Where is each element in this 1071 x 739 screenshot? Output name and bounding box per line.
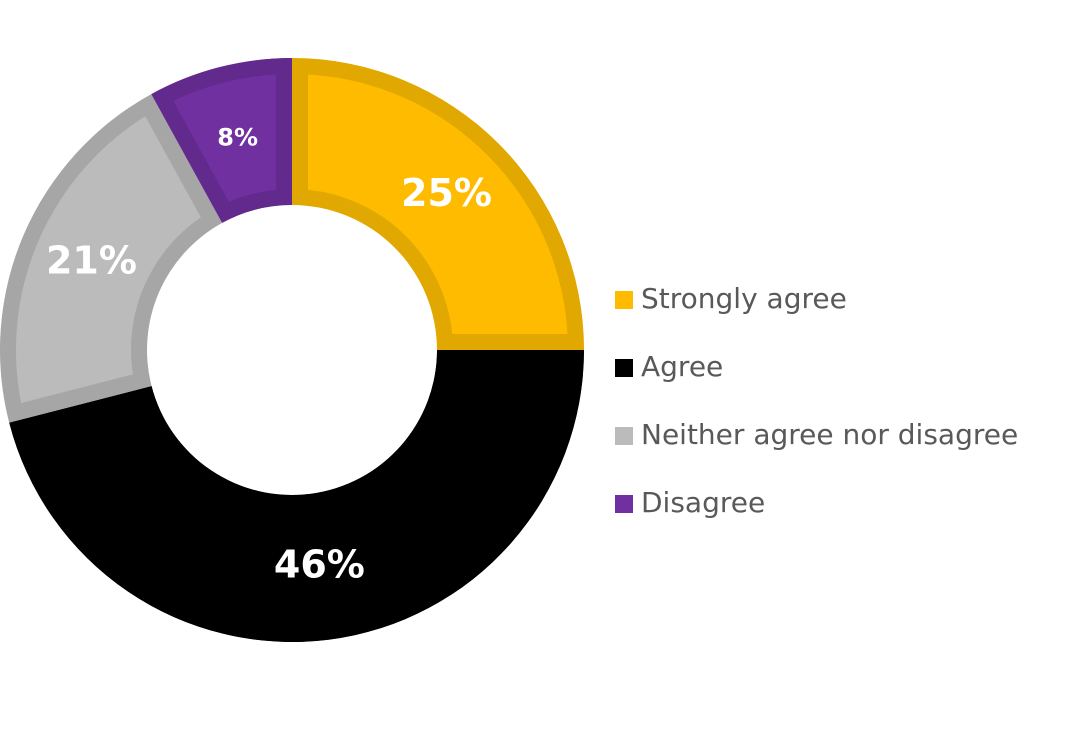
legend-label: Neither agree nor disagree [641, 418, 1018, 451]
value-label: 25% [401, 171, 492, 215]
legend-swatch [615, 291, 633, 309]
donut-segment [9, 350, 585, 642]
legend-label: Agree [641, 350, 723, 383]
legend-label: Disagree [641, 486, 765, 519]
legend-swatch [615, 359, 633, 377]
legend-swatch [615, 427, 633, 445]
donut-segment [0, 94, 223, 423]
legend-swatch [615, 495, 633, 513]
value-label: 21% [46, 239, 137, 283]
value-label: 8% [217, 123, 258, 151]
legend-label: Strongly agree [641, 282, 847, 315]
value-label: 46% [274, 542, 365, 586]
